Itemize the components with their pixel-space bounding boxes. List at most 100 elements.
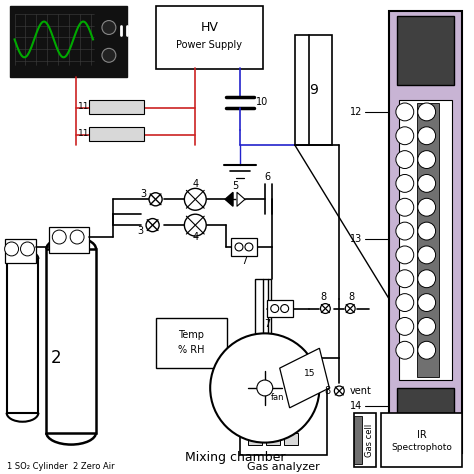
Circle shape	[396, 270, 414, 288]
Bar	[267, 300, 292, 318]
Text: Gas cell: Gas cell	[365, 424, 374, 457]
Circle shape	[52, 230, 66, 244]
Circle shape	[102, 20, 116, 35]
Text: Mixing chamber: Mixing chamber	[185, 451, 285, 464]
Circle shape	[345, 304, 355, 313]
Text: 9: 9	[309, 83, 318, 97]
Text: 10: 10	[255, 98, 268, 108]
Circle shape	[245, 243, 253, 251]
Circle shape	[146, 219, 159, 232]
Text: 8: 8	[348, 292, 354, 301]
Circle shape	[418, 270, 436, 288]
Circle shape	[418, 318, 436, 335]
Polygon shape	[225, 192, 233, 206]
Text: vent: vent	[350, 386, 372, 396]
Circle shape	[102, 48, 116, 62]
Circle shape	[418, 151, 436, 169]
Text: 12: 12	[350, 107, 362, 117]
Text: Gas analyzer: Gas analyzer	[247, 463, 320, 473]
Text: 3: 3	[141, 189, 147, 200]
Bar	[248, 395, 298, 431]
Circle shape	[418, 293, 436, 311]
Bar	[381, 413, 463, 467]
Circle shape	[5, 242, 18, 256]
Circle shape	[418, 127, 436, 145]
Text: 1 SO₂ Cylinder  2 Zero Air: 1 SO₂ Cylinder 2 Zero Air	[7, 462, 114, 471]
Circle shape	[396, 222, 414, 240]
Text: 11: 11	[78, 129, 90, 138]
Bar	[49, 227, 89, 253]
Circle shape	[396, 151, 414, 169]
Circle shape	[418, 341, 436, 359]
Bar	[417, 103, 438, 377]
Text: 14: 14	[350, 401, 362, 411]
Bar	[7, 259, 38, 413]
Circle shape	[70, 230, 84, 244]
Bar	[255, 279, 271, 358]
Circle shape	[210, 333, 319, 443]
Bar	[397, 16, 455, 85]
Circle shape	[418, 103, 436, 121]
Text: HV: HV	[200, 21, 218, 34]
Bar	[248, 433, 262, 445]
Bar	[295, 36, 332, 145]
Text: % RH: % RH	[178, 345, 205, 355]
Bar	[89, 100, 144, 114]
Text: 7: 7	[241, 256, 247, 266]
Bar	[46, 249, 96, 433]
Polygon shape	[280, 348, 329, 408]
Circle shape	[257, 380, 273, 396]
Circle shape	[271, 305, 279, 312]
Bar	[399, 100, 453, 380]
Text: IR: IR	[417, 429, 427, 440]
Polygon shape	[237, 192, 245, 206]
Bar	[389, 10, 463, 453]
Bar	[240, 388, 328, 456]
Bar	[155, 319, 227, 368]
Circle shape	[396, 318, 414, 335]
Circle shape	[235, 243, 243, 251]
Circle shape	[184, 188, 206, 210]
Circle shape	[396, 174, 414, 192]
Bar	[266, 433, 280, 445]
Circle shape	[184, 214, 206, 236]
Text: 15: 15	[304, 369, 315, 378]
Text: Temp: Temp	[178, 330, 204, 340]
Circle shape	[418, 246, 436, 264]
Circle shape	[396, 127, 414, 145]
Bar	[9, 6, 127, 77]
Text: 6: 6	[264, 173, 271, 182]
Circle shape	[396, 341, 414, 359]
Bar	[397, 388, 455, 439]
Bar	[89, 127, 144, 141]
Text: 13: 13	[350, 234, 362, 244]
Bar	[354, 413, 376, 467]
Circle shape	[281, 305, 289, 312]
Text: 4: 4	[192, 232, 198, 242]
Circle shape	[149, 193, 162, 206]
Text: 8: 8	[324, 386, 330, 396]
Circle shape	[20, 242, 35, 256]
Circle shape	[418, 174, 436, 192]
Bar	[283, 433, 298, 445]
Circle shape	[320, 304, 330, 313]
Circle shape	[418, 222, 436, 240]
Circle shape	[418, 198, 436, 216]
Text: 7: 7	[264, 319, 271, 329]
Bar	[231, 238, 257, 256]
Text: 3: 3	[137, 226, 144, 236]
Text: fan: fan	[271, 393, 284, 402]
Bar	[354, 416, 362, 465]
Text: 2: 2	[51, 349, 62, 367]
Circle shape	[396, 293, 414, 311]
Bar	[155, 6, 263, 69]
Text: Power Supply: Power Supply	[176, 40, 242, 50]
Text: 5: 5	[232, 182, 238, 191]
Text: 8: 8	[320, 292, 327, 301]
Bar	[5, 239, 36, 263]
Circle shape	[334, 386, 344, 396]
Text: 4: 4	[192, 179, 198, 190]
Circle shape	[396, 246, 414, 264]
Text: Spectrophoto: Spectrophoto	[391, 443, 452, 452]
Circle shape	[396, 103, 414, 121]
